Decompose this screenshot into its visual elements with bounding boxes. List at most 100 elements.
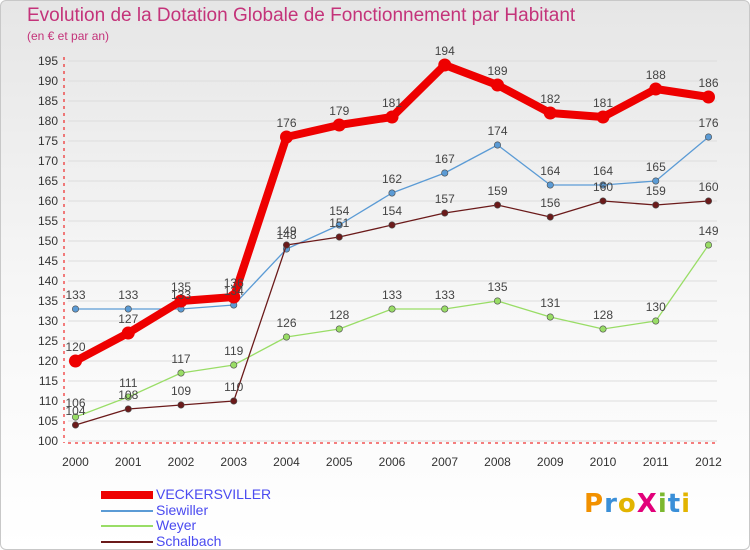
x-tick-label: 2007 — [431, 455, 458, 469]
data-label: 179 — [329, 104, 349, 118]
data-label: 119 — [224, 344, 243, 358]
data-label: 133 — [435, 288, 455, 302]
data-label: 134 — [224, 284, 244, 298]
data-label: 154 — [382, 204, 402, 218]
y-tick-label: 190 — [38, 74, 58, 88]
data-label: 149 — [698, 224, 718, 238]
data-point — [388, 305, 396, 313]
data-point — [652, 177, 660, 185]
data-point — [441, 209, 449, 217]
x-tick-label: 2006 — [379, 455, 406, 469]
y-tick-label: 135 — [38, 294, 58, 308]
y-tick-label: 180 — [38, 114, 58, 128]
data-point — [704, 241, 712, 249]
data-point — [546, 181, 554, 189]
x-tick-label: 2002 — [168, 455, 195, 469]
data-point — [280, 130, 293, 144]
data-label: 154 — [329, 204, 349, 218]
y-tick-label: 185 — [38, 94, 58, 108]
data-point — [596, 110, 610, 124]
data-label: 188 — [646, 68, 666, 82]
logo-letter: X — [636, 489, 658, 519]
data-point — [124, 393, 132, 401]
y-tick-label: 110 — [39, 394, 58, 408]
x-tick-label: 2011 — [643, 455, 669, 469]
data-label: 167 — [435, 152, 455, 166]
data-label: 127 — [118, 312, 138, 326]
data-label: 181 — [593, 96, 613, 110]
data-point — [441, 169, 449, 177]
data-point — [69, 354, 82, 368]
data-label: 176 — [698, 116, 718, 130]
data-point — [702, 90, 715, 104]
y-tick-label: 130 — [38, 314, 58, 328]
y-tick-label: 175 — [38, 134, 58, 148]
data-label: 106 — [65, 396, 85, 410]
data-point — [177, 369, 185, 377]
data-point — [652, 201, 660, 209]
y-tick-label: 120 — [38, 354, 58, 368]
data-label: 160 — [593, 180, 613, 194]
data-label: 165 — [646, 160, 666, 174]
logo-letter: i — [681, 489, 692, 519]
data-point — [704, 133, 712, 141]
y-tick-label: 140 — [38, 274, 58, 288]
data-point — [227, 290, 241, 304]
data-label: 128 — [593, 308, 613, 322]
y-tick-label: 105 — [38, 414, 58, 428]
data-label: 133 — [171, 288, 191, 302]
data-label: 108 — [118, 388, 138, 402]
chart-subtitle: (en € et par an) — [27, 29, 110, 43]
data-label: 148 — [276, 228, 296, 242]
y-tick-label: 115 — [39, 374, 58, 388]
x-tick-label: 2001 — [115, 455, 142, 469]
y-tick-label: 100 — [38, 434, 58, 448]
proxiti-logo: ProXiti — [584, 489, 691, 519]
data-point — [335, 221, 343, 229]
data-label: 136 — [224, 276, 244, 290]
data-point — [335, 233, 343, 241]
data-point — [124, 305, 132, 313]
data-point — [649, 82, 663, 96]
legend-label: VECKERSVILLER — [156, 486, 272, 502]
data-label: 120 — [65, 340, 85, 354]
data-point — [493, 201, 501, 209]
data-label: 130 — [646, 300, 666, 314]
y-tick-label: 145 — [38, 254, 58, 268]
data-point — [177, 401, 185, 409]
x-tick-label: 2008 — [484, 455, 511, 469]
data-label: 128 — [329, 308, 349, 322]
x-tick-label: 2010 — [590, 455, 617, 469]
data-label: 186 — [698, 76, 718, 90]
x-tick-label: 2003 — [220, 455, 247, 469]
data-point — [546, 313, 554, 321]
data-point — [124, 405, 132, 413]
data-point — [493, 297, 501, 305]
logo-letter: i — [657, 489, 668, 519]
legend-label: Siewiller — [156, 501, 209, 518]
data-point — [335, 325, 343, 333]
x-tick-label: 2005 — [326, 455, 353, 469]
y-tick-label: 155 — [38, 214, 58, 228]
data-point — [599, 197, 607, 205]
data-point — [72, 305, 80, 313]
y-tick-label: 170 — [38, 154, 58, 168]
data-point — [72, 413, 80, 421]
data-point — [230, 361, 238, 369]
data-label: 109 — [171, 384, 191, 398]
data-point — [388, 221, 396, 229]
data-label: 164 — [593, 164, 613, 178]
x-tick-label: 2004 — [273, 455, 300, 469]
data-point — [385, 110, 399, 124]
data-point — [332, 118, 346, 132]
data-label: 159 — [487, 184, 507, 198]
data-label: 194 — [435, 44, 455, 58]
y-tick-label: 150 — [38, 234, 58, 248]
data-point — [388, 189, 396, 197]
data-label: 189 — [487, 64, 507, 78]
data-label: 111 — [119, 376, 138, 390]
data-point — [438, 58, 452, 72]
x-tick-label: 2009 — [537, 455, 564, 469]
